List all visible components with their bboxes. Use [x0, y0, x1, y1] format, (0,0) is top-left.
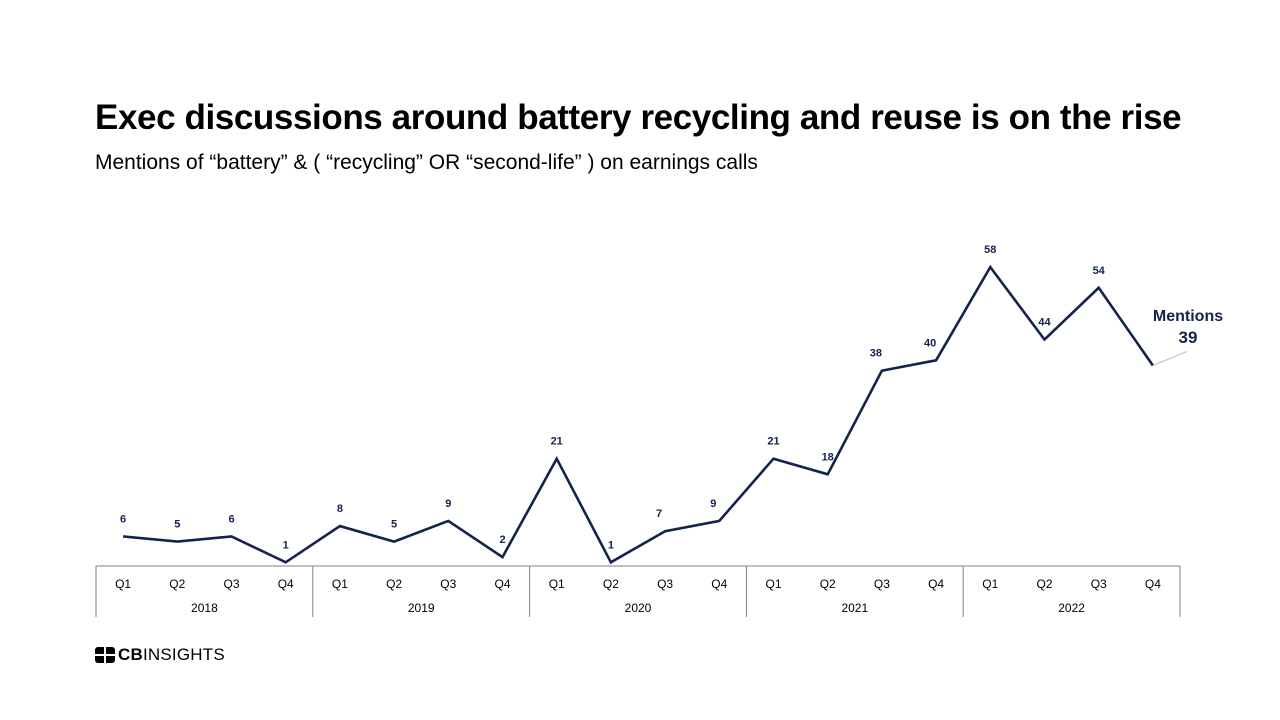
x-tick-label: Q3	[1091, 577, 1107, 591]
cb-insights-logo: CBINSIGHTS	[95, 645, 225, 665]
x-tick-label: Q2	[603, 577, 619, 591]
x-tick-label: Q4	[278, 577, 294, 591]
x-tick-label: Q1	[332, 577, 348, 591]
x-tick-label: Q1	[549, 577, 565, 591]
x-tick-label: Q1	[765, 577, 781, 591]
data-label: 5	[174, 519, 180, 531]
logo-text-rest: INSIGHTS	[142, 645, 225, 664]
end-label-series-name: Mentions	[1153, 308, 1223, 325]
data-label: 8	[337, 503, 343, 515]
x-tick-label: Q3	[440, 577, 456, 591]
data-label: 2	[499, 534, 505, 546]
year-label: 2019	[408, 601, 435, 615]
x-tick-label: Q3	[657, 577, 673, 591]
data-label: 7	[656, 508, 662, 520]
data-label: 6	[120, 513, 126, 525]
data-label: 9	[445, 498, 451, 510]
x-tick-label: Q1	[115, 577, 131, 591]
x-tick-label: Q4	[928, 577, 944, 591]
end-label-value: 39	[1179, 328, 1198, 347]
logo-text-bold: CB	[118, 645, 143, 664]
x-tick-label: Q2	[1036, 577, 1052, 591]
data-label: 1	[608, 539, 614, 551]
data-label: 44	[1038, 317, 1051, 329]
x-tick-label: Q1	[982, 577, 998, 591]
data-label: 38	[870, 348, 882, 360]
year-label: 2021	[841, 601, 868, 615]
x-tick-label: Q3	[223, 577, 239, 591]
data-label: 21	[551, 436, 563, 448]
data-label: 58	[984, 244, 996, 256]
data-label: 9	[710, 498, 716, 510]
data-label: 6	[228, 513, 234, 525]
data-label: 54	[1093, 265, 1106, 277]
cb-insights-logo-icon	[95, 647, 115, 663]
data-label: 21	[767, 436, 779, 448]
data-label: 40	[924, 337, 936, 349]
data-label: 18	[822, 451, 834, 463]
x-tick-label: Q4	[494, 577, 510, 591]
chart-subtitle: Mentions of “battery” & ( “recycling” OR…	[95, 151, 758, 174]
x-tick-label: Q4	[711, 577, 727, 591]
chart-title: Exec discussions around battery recyclin…	[95, 98, 1182, 137]
x-tick-label: Q2	[386, 577, 402, 591]
x-tick-label: Q3	[874, 577, 890, 591]
end-label-leader	[1152, 351, 1188, 366]
data-label: 5	[391, 519, 397, 531]
mentions-series-line	[122, 264, 1154, 565]
year-label: 2020	[625, 601, 652, 615]
x-tick-label: Q2	[169, 577, 185, 591]
x-tick-label: Q4	[1145, 577, 1161, 591]
x-tick-label: Q2	[820, 577, 836, 591]
year-label: 2018	[191, 601, 218, 615]
year-label: 2022	[1058, 601, 1085, 615]
cb-insights-logo-text: CBINSIGHTS	[118, 645, 225, 665]
data-label: 1	[283, 539, 289, 551]
